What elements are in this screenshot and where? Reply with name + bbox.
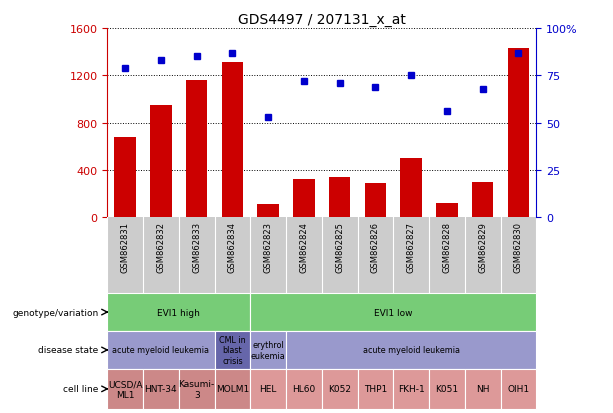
- Bar: [257, 204, 279, 218]
- Text: THP1: THP1: [364, 385, 387, 394]
- Bar: [250, 369, 286, 409]
- Bar: [143, 369, 179, 409]
- Bar: [150, 106, 172, 218]
- Bar: [250, 293, 536, 331]
- Text: GSM862833: GSM862833: [192, 222, 201, 273]
- Text: MOLM1: MOLM1: [216, 385, 249, 394]
- Bar: [179, 369, 215, 409]
- Text: GSM862824: GSM862824: [299, 222, 308, 272]
- Text: GSM862829: GSM862829: [478, 222, 487, 272]
- Text: disease state: disease state: [39, 346, 99, 355]
- Bar: [250, 331, 286, 369]
- Text: GSM862827: GSM862827: [406, 222, 416, 273]
- Bar: [501, 369, 536, 409]
- Bar: [107, 293, 250, 331]
- Text: GSM862831: GSM862831: [121, 222, 130, 273]
- Bar: [186, 81, 207, 218]
- Bar: [286, 369, 322, 409]
- Text: GSM862825: GSM862825: [335, 222, 345, 272]
- Text: FKH-1: FKH-1: [398, 385, 425, 394]
- Bar: [400, 159, 422, 218]
- Bar: [215, 331, 250, 369]
- Text: HL60: HL60: [292, 385, 316, 394]
- Bar: [286, 331, 536, 369]
- Text: GSM862828: GSM862828: [443, 222, 452, 273]
- Text: UCSD/A
ML1: UCSD/A ML1: [108, 379, 142, 399]
- Bar: [322, 369, 357, 409]
- Text: HEL: HEL: [259, 385, 277, 394]
- Bar: [329, 178, 351, 218]
- Text: acute myeloid leukemia: acute myeloid leukemia: [363, 346, 460, 355]
- Bar: [357, 369, 394, 409]
- Text: CML in
blast
crisis: CML in blast crisis: [219, 335, 246, 365]
- Text: HNT-34: HNT-34: [145, 385, 177, 394]
- Bar: [222, 63, 243, 218]
- Bar: [465, 369, 501, 409]
- Text: K051: K051: [435, 385, 459, 394]
- Text: genotype/variation: genotype/variation: [12, 308, 99, 317]
- Text: Kasumi-
3: Kasumi- 3: [178, 379, 215, 399]
- Bar: [508, 49, 529, 218]
- Bar: [472, 183, 493, 218]
- Text: GSM862832: GSM862832: [156, 222, 166, 273]
- Text: acute myeloid leukemia: acute myeloid leukemia: [112, 346, 210, 355]
- Text: EVI1 low: EVI1 low: [374, 308, 413, 317]
- Bar: [436, 204, 458, 218]
- Text: K052: K052: [328, 385, 351, 394]
- Text: GSM862823: GSM862823: [264, 222, 273, 273]
- Bar: [107, 331, 215, 369]
- Text: GSM862826: GSM862826: [371, 222, 380, 273]
- Bar: [293, 180, 314, 218]
- Bar: [107, 369, 143, 409]
- Text: cell line: cell line: [63, 385, 99, 394]
- Bar: [115, 138, 136, 218]
- Bar: [215, 369, 250, 409]
- Bar: [429, 369, 465, 409]
- Text: EVI1 high: EVI1 high: [158, 308, 200, 317]
- Bar: [394, 369, 429, 409]
- Text: erythrol
eukemia: erythrol eukemia: [251, 340, 286, 360]
- Title: GDS4497 / 207131_x_at: GDS4497 / 207131_x_at: [238, 12, 406, 26]
- Text: NH: NH: [476, 385, 490, 394]
- Text: GSM862834: GSM862834: [228, 222, 237, 273]
- Text: OIH1: OIH1: [508, 385, 530, 394]
- Text: GSM862830: GSM862830: [514, 222, 523, 273]
- Bar: [365, 184, 386, 218]
